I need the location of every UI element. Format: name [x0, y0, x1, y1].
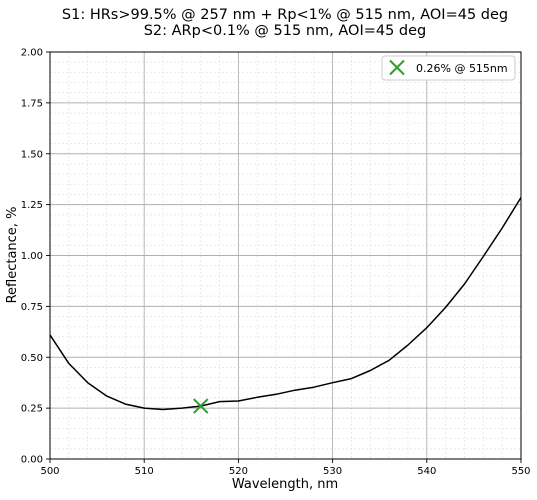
series-layer — [49, 197, 522, 411]
reflectance-curve — [49, 197, 522, 411]
x-tick-label: 510 — [135, 466, 154, 477]
legend: 0.26% @ 515nm — [381, 55, 516, 81]
chart-title-line-1: S1: HRs>99.5% @ 257 nm + Rp<1% @ 515 nm,… — [62, 7, 508, 23]
legend-box — [381, 55, 516, 81]
x-tick-label: 530 — [323, 466, 342, 477]
x-axis-ticks: 500 510 520 530 540 550 — [40, 459, 531, 477]
marker-stroke — [193, 398, 209, 414]
legend-x-marker-icon — [389, 59, 405, 76]
marker-layer — [193, 398, 209, 414]
y-axis-label: Reflectance, % — [5, 207, 20, 304]
x-axis-label: Wavelength, nm — [232, 477, 338, 492]
marker-stroke — [389, 59, 405, 76]
chart-title: S1: HRs>99.5% @ 257 nm + Rp<1% @ 515 nm,… — [62, 7, 508, 39]
y-tick-label: 0.75 — [21, 302, 43, 313]
y-tick-label: 1.75 — [21, 98, 43, 109]
x-tick-label: 500 — [40, 466, 59, 477]
legend-marker-symbol — [389, 59, 405, 76]
reflectance-marker — [193, 398, 209, 414]
y-tick-label: 0.50 — [21, 353, 43, 364]
y-tick-label: 1.25 — [21, 200, 43, 211]
y-tick-label: 1.50 — [21, 149, 43, 160]
x-tick-label: 550 — [511, 466, 530, 477]
x-tick-label: 540 — [417, 466, 436, 477]
chart-title-line-2: S2: ARp<0.1% @ 515 nm, AOI=45 deg — [144, 23, 427, 39]
legend-entry-label: 0.26% @ 515nm — [416, 62, 508, 75]
y-tick-label: 1.00 — [21, 251, 43, 262]
x-tick-label: 520 — [229, 466, 248, 477]
y-axis-ticks: 0.00 0.25 0.50 0.75 1.00 1.25 1.50 1.75 2.00 — [21, 48, 50, 466]
y-tick-label: 2.00 — [21, 48, 43, 59]
y-tick-label: 0.25 — [21, 404, 43, 415]
y-tick-label: 0.00 — [21, 455, 43, 466]
